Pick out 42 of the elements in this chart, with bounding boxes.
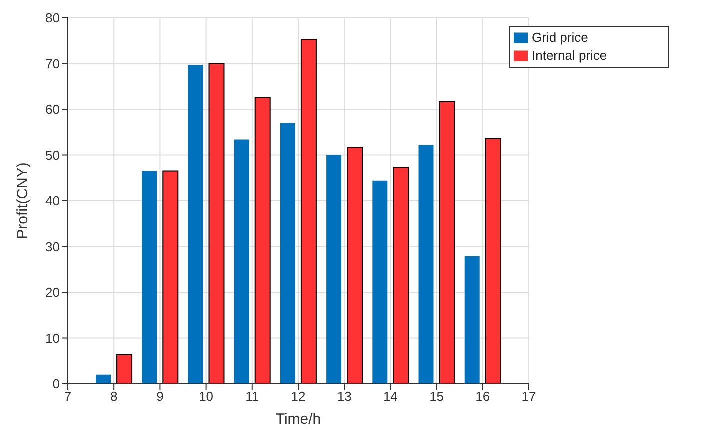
bar — [326, 155, 342, 384]
x-tick-label: 11 — [246, 389, 260, 404]
bar — [254, 97, 271, 384]
y-tick-label: 20 — [46, 285, 60, 300]
bar — [208, 63, 225, 384]
y-tick-label: 40 — [46, 194, 60, 209]
x-axis-title: Time/h — [276, 411, 322, 428]
bar — [96, 374, 112, 384]
y-tick-label: 0 — [52, 376, 60, 392]
bar — [372, 180, 388, 384]
y-axis-title: Profit(CNY) — [14, 162, 32, 240]
bar — [188, 65, 204, 384]
x-tick-label: 13 — [337, 389, 352, 404]
bar — [485, 138, 502, 384]
legend-label: Grid price — [532, 30, 588, 45]
x-tick-label: 16 — [476, 389, 490, 404]
x-tick-label: 15 — [430, 389, 444, 404]
bar — [280, 123, 296, 384]
bar — [300, 39, 317, 384]
bar — [116, 354, 133, 384]
bar — [142, 171, 158, 384]
x-tick-label: 12 — [291, 389, 306, 404]
bar — [393, 167, 410, 384]
bar — [347, 146, 364, 384]
bar — [439, 101, 456, 384]
x-tick-label: 14 — [383, 389, 398, 404]
y-tick-label: 70 — [46, 56, 60, 72]
bar — [418, 145, 434, 384]
x-tick-label: 8 — [110, 389, 118, 404]
x-tick-label: 17 — [522, 389, 536, 404]
y-tick-label: 50 — [46, 148, 60, 163]
bar — [162, 170, 179, 384]
y-tick-label: 80 — [46, 10, 60, 26]
bar — [464, 256, 480, 384]
x-tick-label: 7 — [64, 389, 72, 404]
x-tick-label: 9 — [156, 389, 164, 404]
y-tick-label: 10 — [46, 330, 60, 346]
legend-label: Internal price — [532, 48, 608, 63]
bar — [234, 140, 250, 384]
y-tick-label: 30 — [46, 239, 60, 254]
y-tick-label: 60 — [46, 102, 60, 118]
x-tick-label: 10 — [199, 389, 214, 404]
